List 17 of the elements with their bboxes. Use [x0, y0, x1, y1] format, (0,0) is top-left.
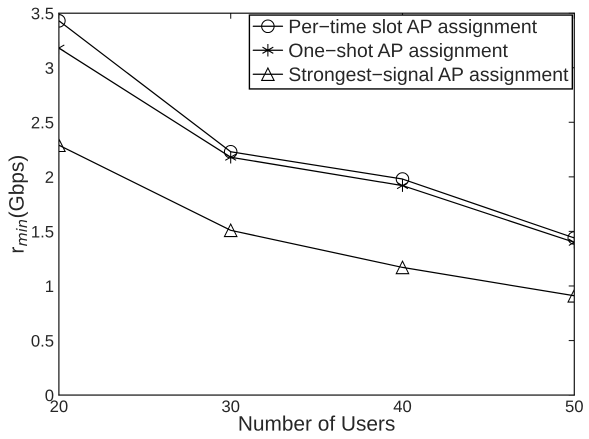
legend-label: Per−time slot AP assignment: [290, 19, 537, 38]
legend-label: Strongest−signal AP assignment: [289, 66, 568, 86]
y-tick-label: 2.5: [32, 116, 54, 128]
y-tick-label: 2: [46, 171, 54, 183]
x-tick-label: 50: [566, 400, 583, 412]
x-tick-label: 20: [50, 400, 68, 412]
y-tick-label: 1.5: [32, 226, 54, 238]
y-tick-label: 3: [45, 62, 54, 74]
y-tick-label: 0: [45, 390, 54, 402]
legend-label: One−shot AP assignment: [289, 42, 508, 62]
x-tick-label: 40: [394, 400, 412, 412]
x-axis-title: Number of Users: [240, 416, 395, 431]
y-tick-label: 1: [46, 280, 54, 292]
y-tick-label: 0.5: [32, 334, 54, 347]
y-tick-label: 3.5: [32, 8, 54, 20]
y-axis-title: r$_{min}$(Gbps): [8, 156, 28, 252]
x-tick-label: 30: [222, 400, 240, 412]
